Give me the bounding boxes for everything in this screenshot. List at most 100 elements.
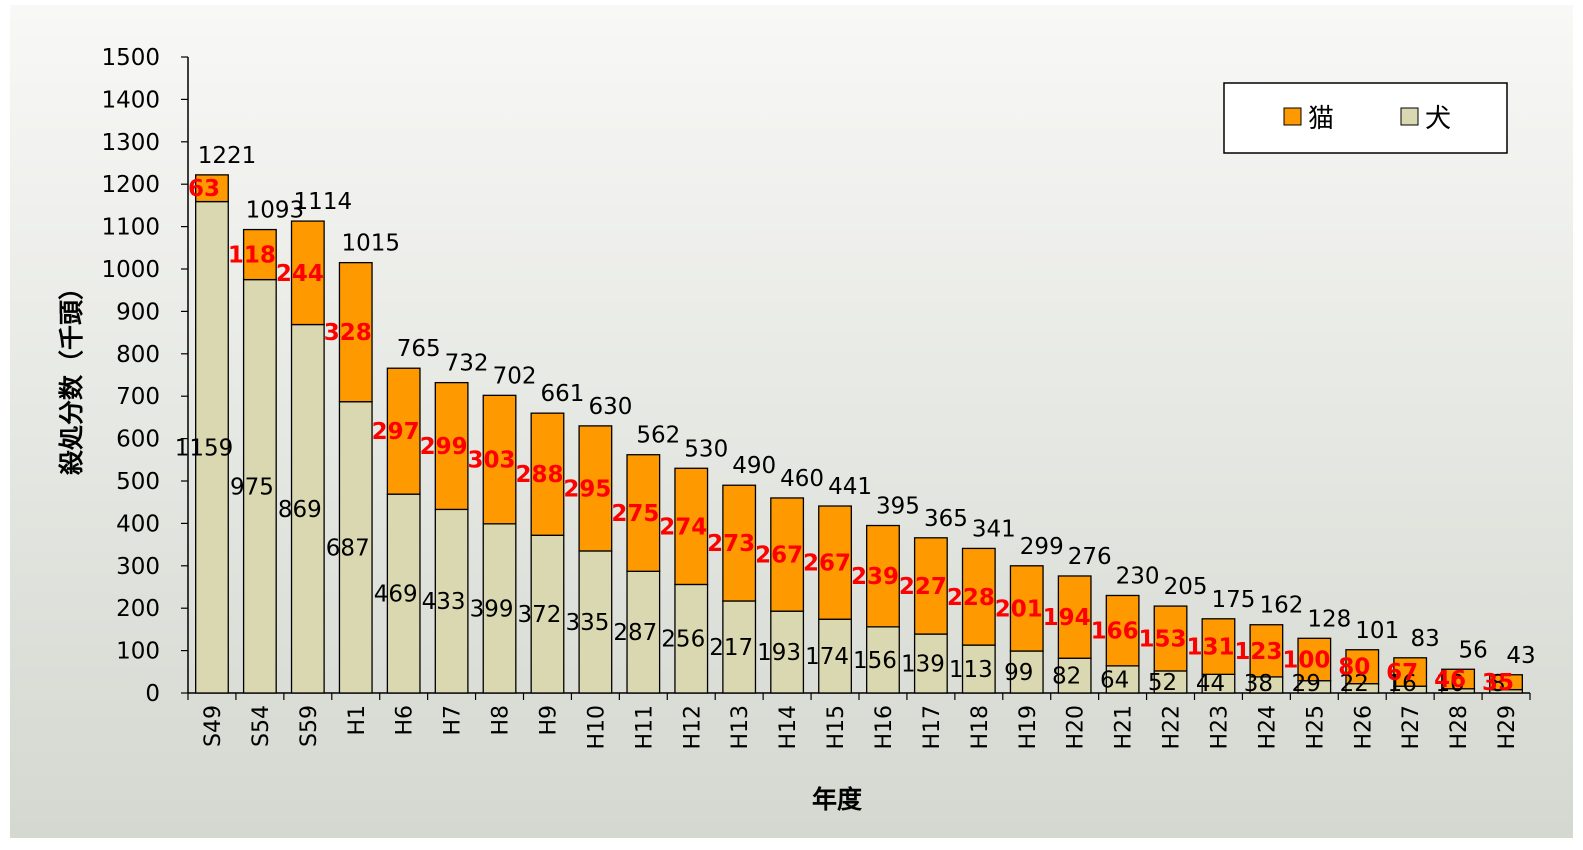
data-label-cat: 194 (1043, 605, 1091, 631)
bar-cat (1201, 618, 1236, 675)
bar-dog (1057, 657, 1092, 694)
data-label-dog: 156 (853, 648, 897, 674)
data-label-total: 276 (1068, 544, 1112, 570)
bar-cat (818, 505, 852, 620)
data-label-dog: 287 (613, 620, 657, 646)
y-tick-label: 800 (116, 342, 160, 368)
bar-cat (1249, 624, 1284, 678)
data-label-cat: 118 (228, 243, 276, 269)
bar-cat (338, 261, 373, 403)
data-label-dog: 433 (422, 589, 466, 615)
bar-cat (482, 394, 517, 525)
data-label-dog: 869 (278, 497, 322, 523)
data-label-total: 230 (1116, 563, 1160, 589)
bar-cat (1441, 668, 1476, 690)
bar-dog (195, 200, 229, 694)
bar-dog (1009, 650, 1044, 694)
bar-cat (1393, 657, 1428, 687)
data-label-total: 175 (1212, 587, 1256, 613)
x-tick-label: H11 (632, 705, 657, 750)
data-label-total: 732 (445, 351, 489, 377)
data-label-cat: 67 (1386, 660, 1418, 686)
data-label-total: 702 (493, 363, 537, 389)
bar-dog (770, 610, 805, 694)
data-label-dog: 38 (1244, 671, 1273, 697)
x-tick-label: H27 (1399, 705, 1424, 750)
x-tick-label: H7 (441, 705, 466, 736)
bar-cat (290, 220, 325, 326)
data-label-dog: 399 (470, 596, 514, 622)
x-axis-title: 年度 (812, 785, 862, 814)
bar-dog (913, 633, 948, 694)
data-label-cat: 273 (707, 531, 755, 557)
data-label-cat: 299 (420, 434, 468, 460)
data-label-dog: 335 (565, 610, 609, 636)
y-tick-label: 100 (116, 639, 160, 665)
bar-dog (722, 600, 757, 694)
data-label-total: 205 (1164, 574, 1208, 600)
data-label-cat: 274 (659, 514, 707, 540)
data-label-dog: 217 (709, 635, 753, 661)
x-tick-label: H23 (1207, 705, 1232, 750)
x-tick-label: S59 (297, 705, 322, 747)
data-label-cat: 275 (611, 501, 659, 527)
x-tick-label: H14 (776, 705, 801, 750)
data-label-total: 43 (1506, 643, 1535, 669)
x-tick-label: H19 (1016, 705, 1041, 750)
y-tick-label: 300 (116, 554, 160, 580)
bar-dog (1105, 665, 1140, 694)
y-tick-label: 500 (116, 469, 160, 495)
data-label-total: 365 (924, 506, 968, 532)
data-label-total: 395 (876, 494, 920, 520)
data-label-dog: 64 (1100, 667, 1129, 693)
x-tick-label: H25 (1303, 705, 1328, 750)
x-tick-label: H13 (728, 705, 753, 750)
bar-dog (866, 626, 900, 694)
data-label-dog: 8 (1491, 671, 1506, 697)
y-tick-label: 1200 (101, 172, 160, 198)
data-label-dog: 29 (1292, 671, 1321, 697)
bar-cat (866, 524, 900, 628)
legend-box (1223, 82, 1508, 154)
data-label-cat: 227 (899, 574, 947, 600)
data-label-cat: 166 (1091, 619, 1139, 645)
bar-dog (626, 570, 661, 694)
data-label-cat: 123 (1234, 639, 1282, 665)
bar-cat (1009, 565, 1044, 652)
x-tick-label: H18 (968, 705, 993, 750)
x-tick-label: S54 (249, 705, 274, 747)
x-tick-label: H26 (1351, 705, 1376, 750)
data-label-dog: 469 (374, 582, 418, 608)
bar-dog (818, 618, 852, 694)
bar-cat (961, 547, 996, 646)
y-tick-label: 200 (116, 596, 160, 622)
data-label-cat: 153 (1139, 627, 1187, 653)
data-label-cat: 131 (1186, 635, 1234, 661)
x-tick-label: H24 (1255, 705, 1280, 750)
bar-dog (434, 508, 469, 694)
x-tick-label: H16 (872, 705, 897, 750)
data-label-total: 1114 (294, 189, 353, 215)
x-tick-label: H21 (1112, 705, 1137, 750)
data-label-cat: 201 (995, 596, 1043, 622)
x-tick-label: H10 (584, 705, 609, 750)
data-label-cat: 297 (372, 419, 420, 445)
bar-cat (386, 367, 421, 495)
bar-cat (1345, 649, 1380, 685)
bar-cat (1153, 605, 1188, 672)
x-tick-label: H12 (680, 705, 705, 750)
data-label-total: 1015 (341, 231, 400, 257)
bar-cat (434, 381, 469, 511)
data-label-total: 765 (397, 336, 441, 362)
data-label-dog: 22 (1340, 671, 1369, 697)
bar-cat (1105, 594, 1140, 667)
data-label-total: 1093 (246, 198, 305, 224)
data-label-dog: 52 (1148, 670, 1177, 696)
data-label-cat: 46 (1434, 667, 1466, 693)
data-label-total: 341 (972, 516, 1016, 542)
data-label-dog: 687 (326, 535, 370, 561)
data-label-cat: 328 (324, 320, 372, 346)
data-label-dog: 193 (757, 640, 801, 666)
data-label-dog: 99 (1004, 660, 1033, 686)
